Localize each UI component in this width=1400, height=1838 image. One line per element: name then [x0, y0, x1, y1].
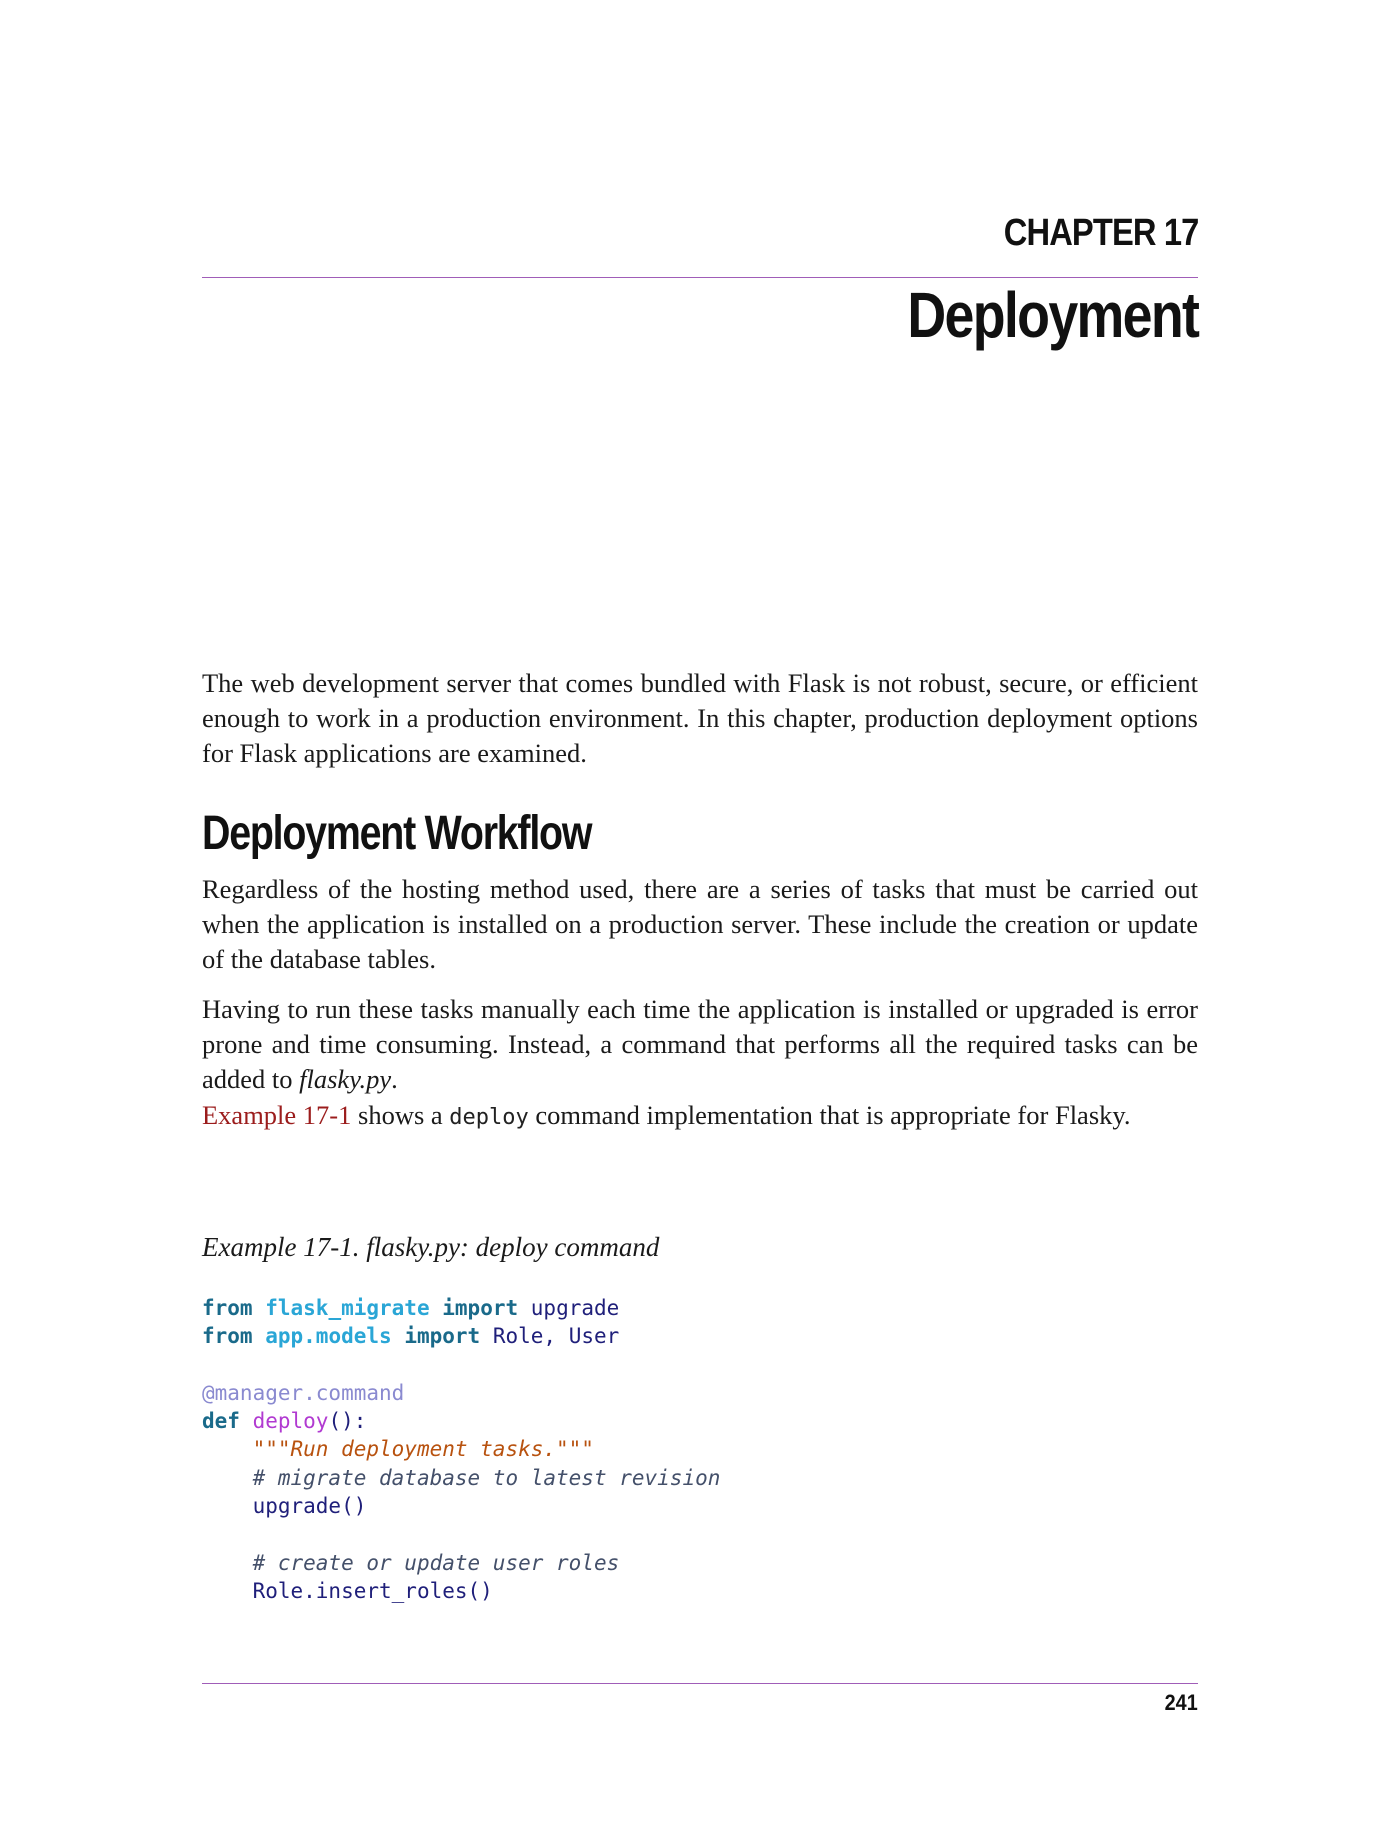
paragraph-text: . — [391, 1064, 398, 1094]
paragraph-text: command implementation that is appropria… — [528, 1100, 1131, 1130]
section-paragraph-2-block: Having to run these tasks manually each … — [202, 992, 1198, 1097]
section-paragraph-3-block: Example 17-1 shows a deploy command impl… — [202, 1098, 1198, 1135]
chapter-title: Deployment — [907, 279, 1200, 351]
example-caption: Example 17-1. flasky.py: deploy command — [202, 1232, 660, 1262]
paragraph-text: Having to run these tasks manually each … — [202, 994, 1198, 1094]
page-number: 241 — [1164, 1690, 1198, 1715]
chapter-label: CHAPTER 17 — [1003, 212, 1199, 254]
section-paragraph-1: Regardless of the hosting method used, t… — [202, 874, 1198, 974]
footer-rule — [202, 1683, 1198, 1684]
section-paragraph-1-block: Regardless of the hosting method used, t… — [202, 872, 1198, 977]
section-paragraph-2: Having to run these tasks manually each … — [202, 992, 1198, 1097]
inline-code: deploy — [449, 1105, 529, 1130]
intro-paragraph: The web development server that comes bu… — [202, 668, 1198, 768]
chapter-rule — [202, 277, 1198, 278]
section-heading: Deployment Workflow — [202, 807, 592, 860]
intro-paragraph-block: The web development server that comes bu… — [202, 666, 1198, 771]
filename-reference: flasky.py — [299, 1064, 392, 1094]
example-cross-reference-link[interactable]: Example 17-1 — [202, 1100, 352, 1130]
paragraph-text: shows a — [351, 1100, 450, 1130]
code-listing: from flask_migrate import upgrade from a… — [202, 1296, 721, 1603]
section-paragraph-3: Example 17-1 shows a deploy command impl… — [202, 1098, 1198, 1135]
